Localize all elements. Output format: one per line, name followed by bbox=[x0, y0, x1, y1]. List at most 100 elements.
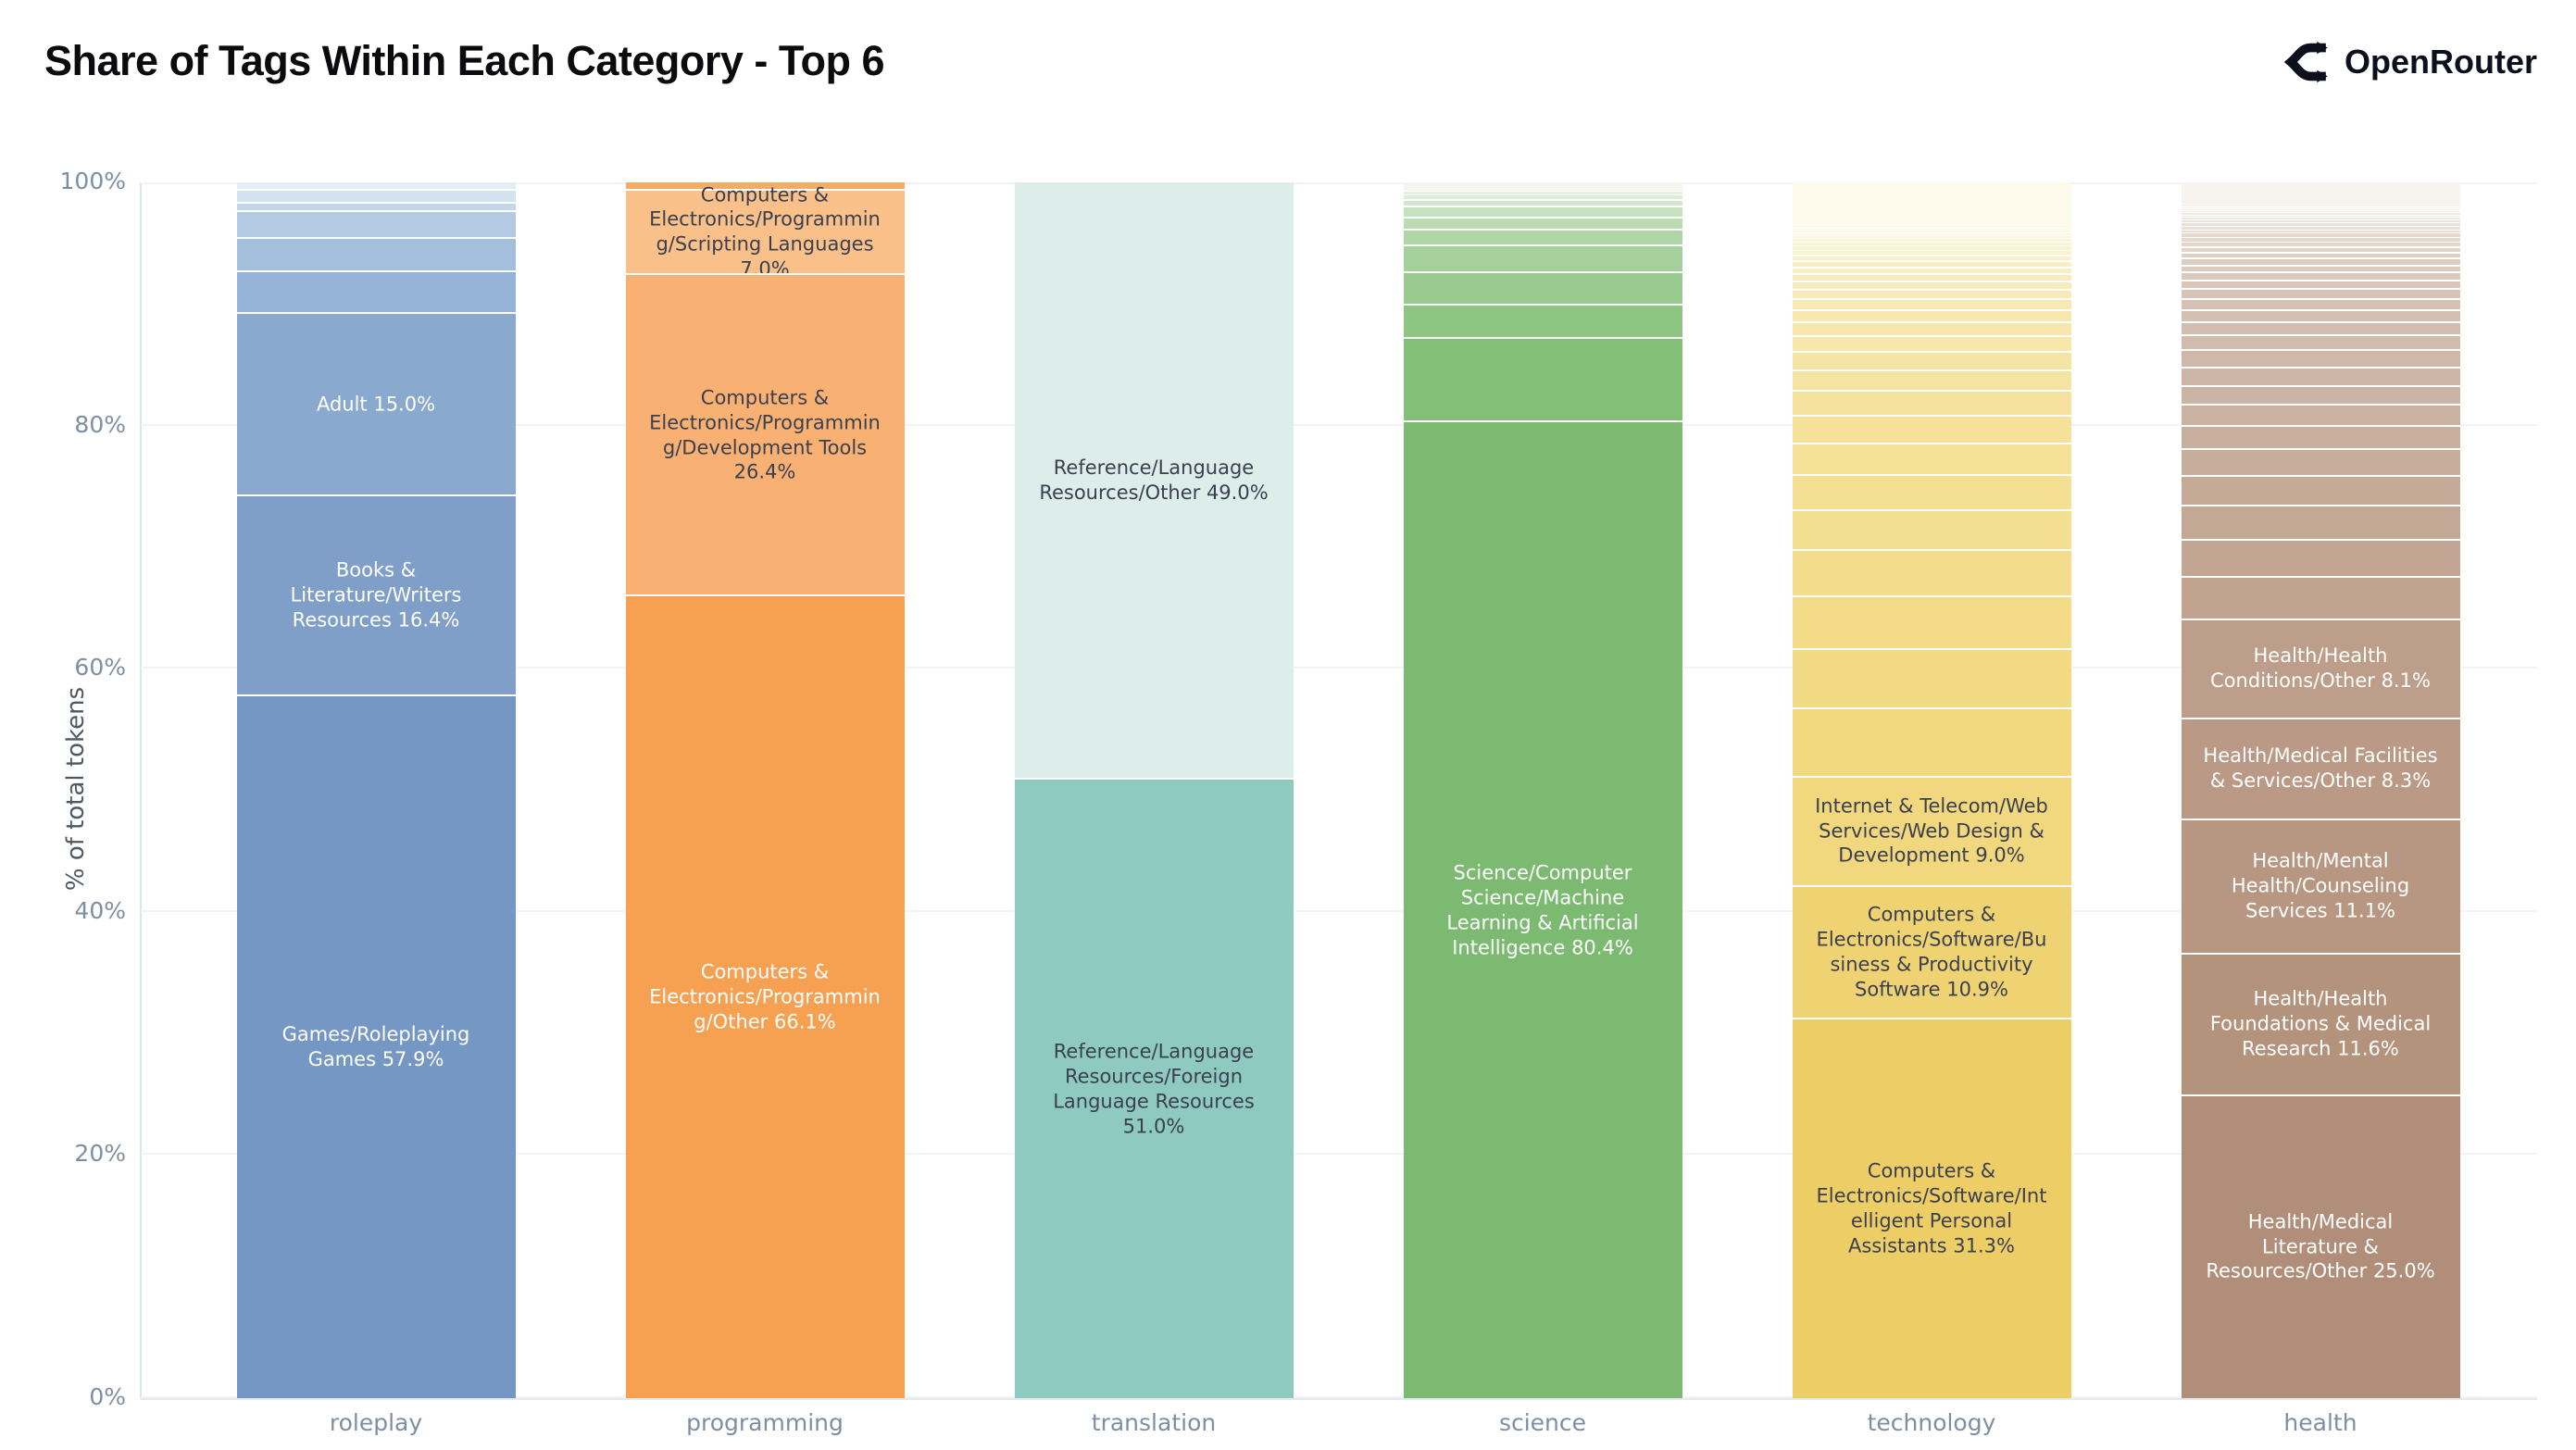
segment-health-tail-12 bbox=[2181, 237, 2460, 242]
segment-health-tail-22 bbox=[2181, 308, 2460, 321]
segment-health-tail-23 bbox=[2181, 320, 2460, 335]
segment-translation-1: Reference/Language Resources/Foreign Lan… bbox=[1014, 778, 1294, 1398]
gridline bbox=[141, 667, 2537, 669]
y-tick-label: 40% bbox=[74, 896, 126, 924]
segment-health-tail-30 bbox=[2181, 448, 2460, 476]
segment-label: Health/Mental Health/Counseling Services… bbox=[2231, 850, 2410, 922]
x-category-label-programming: programming bbox=[686, 1409, 844, 1436]
segment-health-tail-28 bbox=[2181, 403, 2460, 425]
segment-technology-tail-1 bbox=[1792, 227, 2071, 231]
segment-health-tail-18 bbox=[2181, 271, 2460, 280]
page-title: Share of Tags Within Each Category - Top… bbox=[44, 37, 885, 84]
segment-roleplay-tail-5 bbox=[236, 269, 516, 313]
bar-health: Health/Health Conditions/Other 8.1% Healt… bbox=[2181, 182, 2460, 1398]
y-tick-label: 100% bbox=[59, 168, 126, 194]
bar-science: Science/Computer Science/Machine Learnin… bbox=[1403, 182, 1682, 1398]
y-axis-line bbox=[140, 182, 142, 1399]
bar-translation: Reference/Language Resources/Other 49.0%… bbox=[1014, 182, 1294, 1398]
segment-health-tail-19 bbox=[2181, 280, 2460, 289]
segment-label: Health/Health Conditions/Other 8.1% bbox=[2210, 644, 2431, 693]
segment-roleplay-tail-1 bbox=[236, 188, 516, 202]
segment-health-tail-3 bbox=[2181, 210, 2460, 213]
segment-health-37: Health/Mental Health/Counseling Services… bbox=[2181, 818, 2460, 954]
gridline bbox=[141, 423, 2537, 426]
segment-health-tail-16 bbox=[2181, 257, 2460, 265]
segment-science-tail-2 bbox=[1403, 194, 1682, 200]
brand-name: OpenRouter bbox=[2344, 43, 2537, 81]
segment-label: Adult 15.0% bbox=[316, 393, 436, 416]
segment-label: Computers & Electronics/Programming/Deve… bbox=[649, 386, 881, 483]
segment-technology-tail-18 bbox=[1792, 335, 2071, 352]
segment-technology-tail-29 bbox=[1792, 707, 2071, 776]
segment-technology-tail-20 bbox=[1792, 369, 2071, 391]
bar-programming: Computers & Electronics/Programming/Scri… bbox=[625, 182, 905, 1398]
segment-technology-tail-28 bbox=[1792, 647, 2071, 708]
segment-health-tail-6 bbox=[2181, 217, 2460, 220]
segment-technology-tail-4 bbox=[1792, 235, 2071, 239]
segment-technology-tail-6 bbox=[1792, 242, 2071, 246]
segment-science-tail-1 bbox=[1403, 191, 1682, 195]
segment-technology-tail-0 bbox=[1792, 182, 2071, 228]
segment-health-tail-9 bbox=[2181, 225, 2460, 230]
bar-roleplay: Adult 15.0% Books & Literature/Writers Re… bbox=[236, 182, 516, 1398]
segment-health-tail-17 bbox=[2181, 264, 2460, 272]
segment-translation-0: Reference/Language Resources/Other 49.0% bbox=[1014, 182, 1294, 779]
gridline bbox=[141, 182, 2537, 184]
segment-health-tail-7 bbox=[2181, 219, 2460, 223]
segment-label: Reference/Language Resources/Foreign Lan… bbox=[1053, 1040, 1255, 1138]
bar-technology: Internet & Telecom/Web Services/Web Desi… bbox=[1792, 182, 2071, 1398]
segment-health-tail-27 bbox=[2181, 384, 2460, 404]
segment-health-tail-31 bbox=[2181, 475, 2460, 506]
segment-technology-tail-22 bbox=[1792, 414, 2071, 443]
segment-roleplay-6: Adult 15.0% bbox=[236, 312, 516, 495]
segment-label: Computers & Electronics/Programming/Othe… bbox=[649, 960, 881, 1033]
gridline bbox=[141, 909, 2537, 912]
segment-science-tail-5 bbox=[1403, 216, 1682, 229]
segment-technology-tail-19 bbox=[1792, 351, 2071, 370]
segment-technology-tail-5 bbox=[1792, 238, 2071, 243]
segment-health-tail-34 bbox=[2181, 576, 2460, 619]
segment-health-tail-21 bbox=[2181, 297, 2460, 309]
segment-technology-tail-17 bbox=[1792, 321, 2071, 336]
segment-label: Reference/Language Resources/Other 49.0% bbox=[1039, 456, 1269, 504]
segment-science-tail-9 bbox=[1403, 304, 1682, 337]
segment-technology-tail-11 bbox=[1792, 266, 2071, 273]
segment-label: Health/Medical Literature & Resources/Ot… bbox=[2206, 1210, 2435, 1283]
segment-health-tail-5 bbox=[2181, 214, 2460, 218]
segment-technology-tail-27 bbox=[1792, 595, 2071, 648]
segment-technology-tail-21 bbox=[1792, 390, 2071, 415]
segment-health-tail-2 bbox=[2181, 208, 2460, 211]
segment-health-tail-4 bbox=[2181, 212, 2460, 215]
segment-label: Computers & Electronics/Programming/Scri… bbox=[649, 182, 881, 281]
segment-technology-31: Computers & Electronics/Software/Busines… bbox=[1792, 884, 2071, 1018]
y-tick-label: 20% bbox=[74, 1140, 126, 1168]
segment-technology-32: Computers & Electronics/Software/Intelli… bbox=[1792, 1017, 2071, 1398]
segment-technology-tail-3 bbox=[1792, 231, 2071, 236]
segment-science-tail-3 bbox=[1403, 199, 1682, 206]
segment-science-tail-7 bbox=[1403, 244, 1682, 271]
segment-programming-3: Computers & Electronics/Programming/Othe… bbox=[625, 594, 905, 1398]
segment-health-tail-0 bbox=[2181, 182, 2460, 207]
segment-technology-tail-26 bbox=[1792, 549, 2071, 596]
segment-health-tail-11 bbox=[2181, 232, 2460, 238]
y-tick-label: 0% bbox=[89, 1383, 126, 1410]
segment-health-tail-13 bbox=[2181, 241, 2460, 246]
segment-health-39: Health/Medical Literature & Resources/Ot… bbox=[2181, 1094, 2460, 1398]
segment-technology-tail-14 bbox=[1792, 288, 2071, 299]
segment-health-tail-1 bbox=[2181, 206, 2460, 209]
x-category-label-science: science bbox=[1498, 1409, 1587, 1436]
segment-label: Computers & Electronics/Software/Busines… bbox=[1816, 903, 2047, 1001]
segment-label: Books & Literature/Writers Resources 16.… bbox=[290, 558, 462, 631]
gridline bbox=[141, 1396, 2537, 1398]
segment-label: Computers & Electronics/Software/Intelli… bbox=[1816, 1159, 2047, 1257]
segment-technology-tail-25 bbox=[1792, 509, 2071, 550]
y-tick-label: 80% bbox=[74, 410, 126, 438]
segment-roleplay-tail-3 bbox=[236, 210, 516, 238]
segment-technology-tail-8 bbox=[1792, 249, 2071, 256]
segment-technology-30: Internet & Telecom/Web Services/Web Desi… bbox=[1792, 775, 2071, 885]
gridline bbox=[141, 1153, 2537, 1156]
segment-technology-tail-13 bbox=[1792, 280, 2071, 289]
segment-technology-tail-2 bbox=[1792, 230, 2071, 232]
segment-health-tail-25 bbox=[2181, 349, 2460, 367]
segment-health-tail-24 bbox=[2181, 334, 2460, 350]
